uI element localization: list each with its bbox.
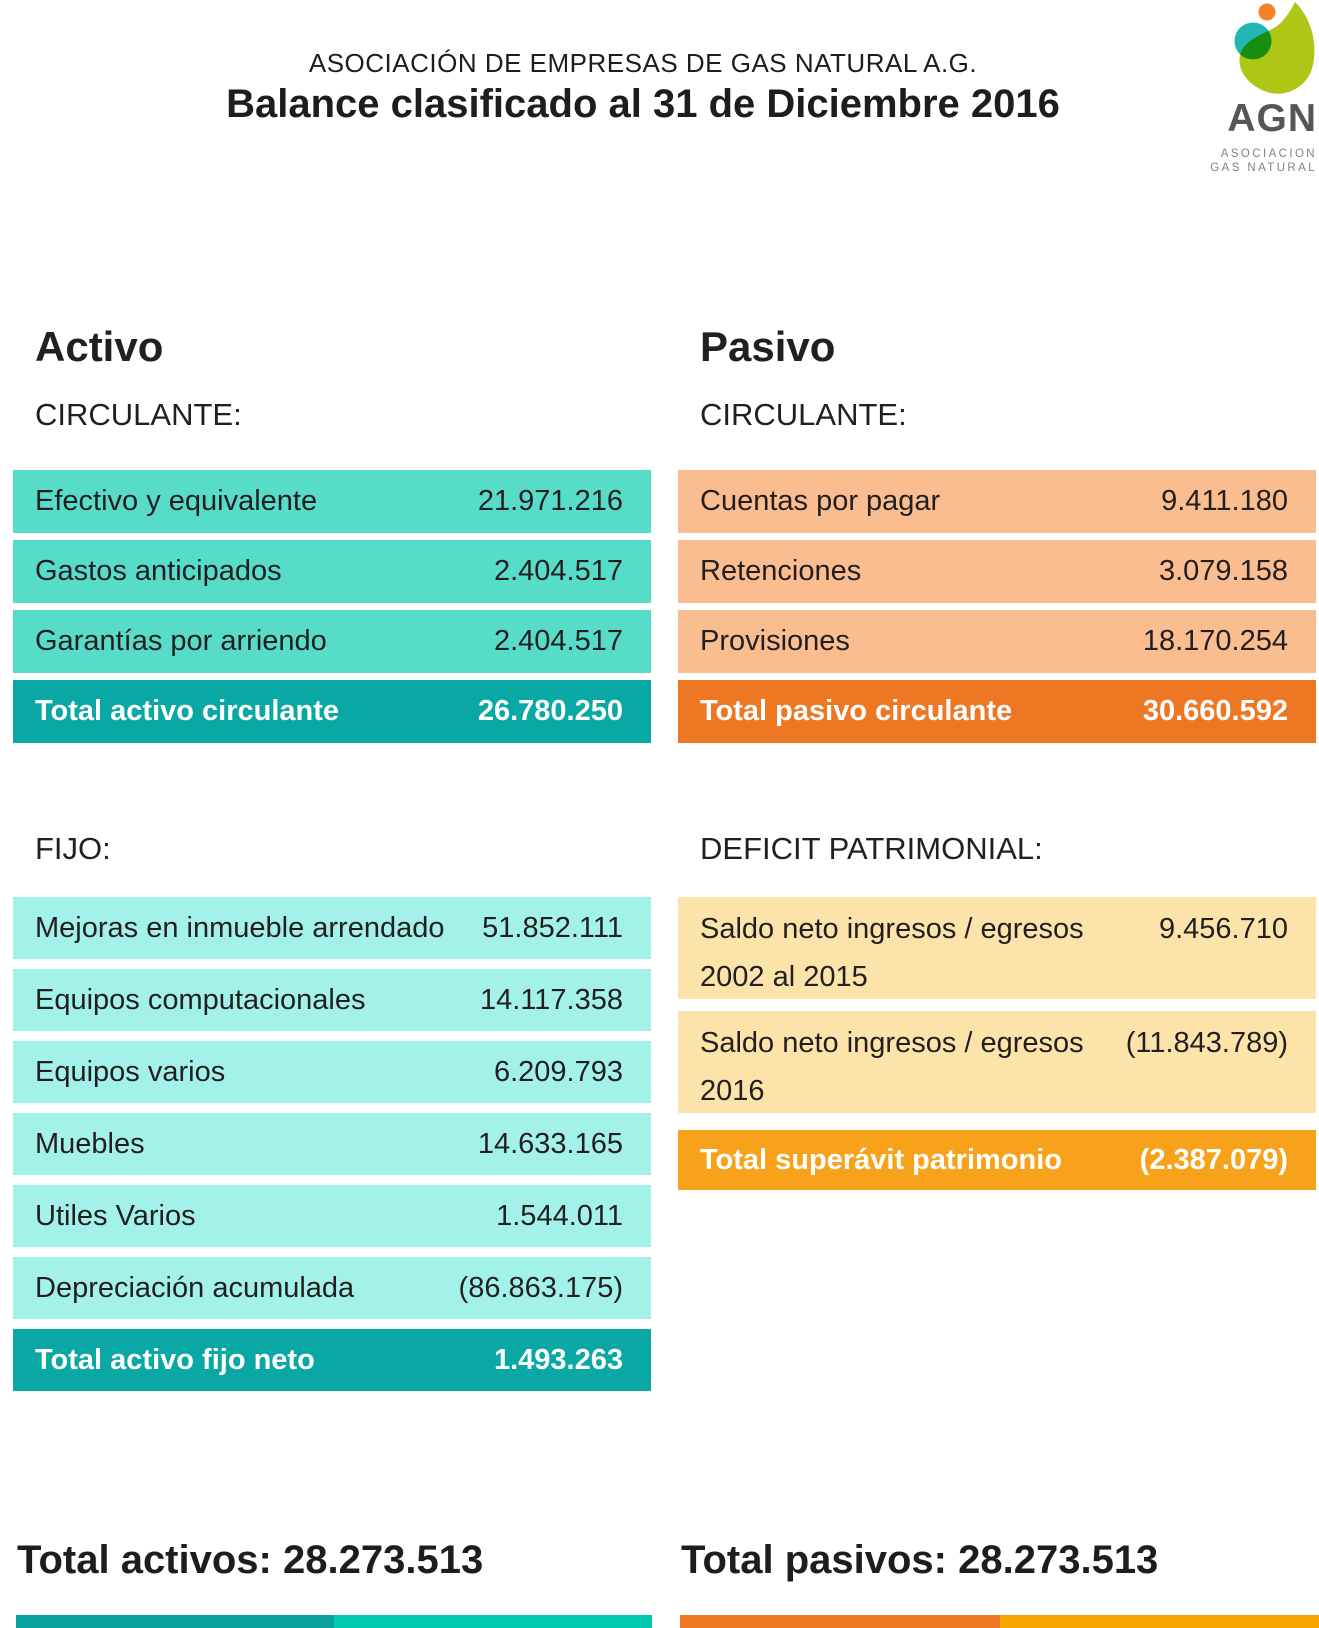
row-label: Provisiones — [700, 625, 850, 657]
row-label: Muebles — [35, 1127, 145, 1160]
activo-bar-segment-dark — [16, 1615, 334, 1628]
row-value: 6.209.793 — [493, 1055, 623, 1088]
total-activos: Total activos: 28.273.513 — [17, 1538, 483, 1583]
org-name: ASOCIACIÓN DE EMPRESAS DE GAS NATURAL A.… — [308, 48, 978, 78]
row-label: Equipos varios — [35, 1055, 226, 1088]
row-activo-circulante-3: Garantías por arriendo 2.404.517 — [13, 610, 651, 673]
logo-acronym: AGN — [1227, 97, 1317, 140]
row-label: Equipos computacionales — [35, 983, 366, 1016]
row-activo-fijo-1: Mejoras en inmueble arrendado 51.852.111 — [13, 897, 651, 959]
row-value: (2.387.079) — [1139, 1143, 1288, 1176]
row-value: 1.544.011 — [496, 1199, 623, 1232]
total-pasivos: Total pasivos: 28.273.513 — [681, 1538, 1158, 1583]
row-value: 2.404.517 — [493, 555, 623, 587]
total-activos-value: 28.273.513 — [283, 1538, 484, 1582]
row-label: Saldo neto ingresos / egresos 2016 — [700, 1019, 1084, 1115]
row-activo-circulante-2: Gastos anticipados 2.404.517 — [13, 540, 651, 603]
row-label-line2: 2016 — [700, 1075, 765, 1107]
pasivo-column: Pasivo CIRCULANTE: Cuentas por pagar 9.4… — [678, 325, 1316, 1190]
row-pasivo-circulante-3: Provisiones 18.170.254 — [678, 610, 1316, 673]
row-value: 21.971.216 — [477, 485, 623, 517]
row-label: Efectivo y equivalente — [35, 485, 318, 517]
row-value: 30.660.592 — [1142, 695, 1288, 727]
row-value: 9.411.180 — [1161, 485, 1288, 517]
row-total-activo-circulante: Total activo circulante 26.780.250 — [13, 680, 651, 743]
row-label: Utiles Varios — [35, 1199, 196, 1232]
row-label: Retenciones — [700, 555, 862, 587]
row-label: Depreciación acumulada — [35, 1271, 355, 1304]
row-label: Mejoras en inmueble arrendado — [35, 911, 445, 944]
row-activo-fijo-6: Depreciación acumulada (86.863.175) — [13, 1257, 651, 1319]
row-label: Gastos anticipados — [35, 555, 282, 587]
row-pasivo-circulante-2: Retenciones 3.079.158 — [678, 540, 1316, 603]
document-title: Balance clasificado al 31 de Diciembre 2… — [226, 82, 1060, 126]
row-label: Garantías por arriendo — [35, 625, 327, 657]
row-value: (86.863.175) — [458, 1271, 623, 1304]
row-pasivo-circulante-1: Cuentas por pagar 9.411.180 — [678, 470, 1316, 533]
activo-bar-segment-light — [334, 1615, 652, 1628]
activo-fijo-label: FIJO: — [35, 831, 111, 866]
row-total-superavit-patrimonio: Total superávit patrimonio (2.387.079) — [678, 1130, 1316, 1190]
row-activo-fijo-5: Utiles Varios 1.544.011 — [13, 1185, 651, 1247]
row-value: 14.117.358 — [480, 983, 623, 1016]
row-label: Saldo neto ingresos / egresos 2002 al 201… — [700, 905, 1084, 1001]
row-label: Cuentas por pagar — [700, 485, 941, 517]
pasivo-circulante-label: CIRCULANTE: — [700, 397, 907, 432]
row-label-line2: 2002 al 2015 — [700, 961, 868, 993]
total-pasivos-value: 28.273.513 — [958, 1538, 1159, 1582]
row-label-line1: Saldo neto ingresos / egresos — [700, 1027, 1084, 1059]
logo-caption: ASOCIACION GAS NATURAL — [1157, 147, 1317, 175]
deficit-rows: Saldo neto ingresos / egresos 2002 al 201… — [678, 897, 1316, 1190]
row-total-activo-fijo: Total activo fijo neto 1.493.263 — [13, 1329, 651, 1391]
row-value: (11.843.789) — [1125, 1027, 1288, 1059]
deficit-patrimonial-label: DEFICIT PATRIMONIAL: — [700, 831, 1043, 866]
row-value: 18.170.254 — [1142, 625, 1288, 657]
row-value: 51.852.111 — [482, 911, 623, 944]
logo-caption-line2: GAS NATURAL — [1210, 162, 1317, 174]
row-value: 26.780.250 — [477, 695, 623, 727]
total-pasivos-label: Total pasivos: — [681, 1538, 947, 1582]
activo-heading: Activo — [35, 323, 164, 370]
activo-fijo-rows: Mejoras en inmueble arrendado 51.852.111… — [13, 897, 651, 1391]
row-value: 2.404.517 — [493, 625, 623, 657]
row-label: Total activo fijo neto — [35, 1343, 315, 1376]
row-activo-circulante-1: Efectivo y equivalente 21.971.216 — [13, 470, 651, 533]
row-activo-fijo-3: Equipos varios 6.209.793 — [13, 1041, 651, 1103]
row-value: 1.493.263 — [493, 1343, 623, 1376]
pasivo-circulante-rows: Cuentas por pagar 9.411.180 Retenciones … — [678, 470, 1316, 743]
row-activo-fijo-4: Muebles 14.633.165 — [13, 1113, 651, 1175]
row-value: 9.456.710 — [1158, 913, 1288, 945]
row-activo-fijo-2: Equipos computacionales 14.117.358 — [13, 969, 651, 1031]
pasivo-bottom-bar — [680, 1615, 1319, 1628]
pasivo-bar-segment-dark — [680, 1615, 1000, 1628]
activo-circulante-rows: Efectivo y equivalente 21.971.216 Gastos… — [13, 470, 651, 743]
row-label: Total activo circulante — [35, 695, 340, 727]
activo-bottom-bar — [16, 1615, 652, 1628]
row-label: Total pasivo circulante — [700, 695, 1013, 727]
row-label: Total superávit patrimonio — [700, 1143, 1063, 1176]
row-deficit-2: Saldo neto ingresos / egresos 2016 (11.84… — [678, 1011, 1316, 1113]
activo-column: Activo CIRCULANTE: Efectivo y equivalent… — [13, 325, 651, 1401]
logo-caption-line1: ASOCIACION — [1220, 148, 1317, 160]
row-value: 3.079.158 — [1158, 555, 1288, 587]
agn-leaf-logo-icon — [1234, 2, 1315, 94]
activo-circulante-label: CIRCULANTE: — [35, 397, 242, 432]
total-activos-label: Total activos: — [17, 1538, 272, 1582]
row-deficit-1: Saldo neto ingresos / egresos 2002 al 201… — [678, 897, 1316, 999]
row-value: 14.633.165 — [477, 1127, 623, 1160]
row-total-pasivo-circulante: Total pasivo circulante 30.660.592 — [678, 680, 1316, 743]
pasivo-bar-segment-light — [999, 1615, 1319, 1628]
pasivo-heading: Pasivo — [700, 323, 836, 370]
row-label-line1: Saldo neto ingresos / egresos — [700, 913, 1084, 945]
